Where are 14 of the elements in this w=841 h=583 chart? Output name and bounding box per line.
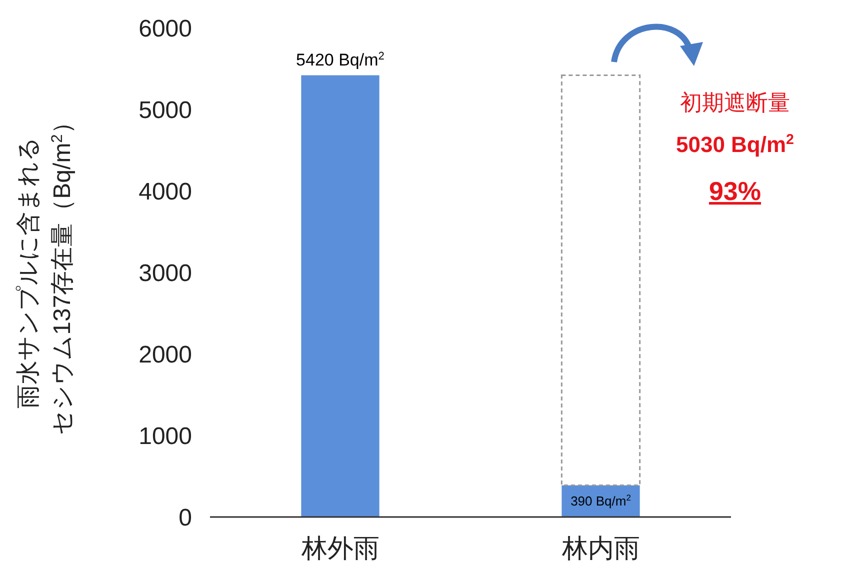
y-tick-label: 2000 xyxy=(138,341,192,368)
y-tick-label: 3000 xyxy=(138,260,192,287)
data-label: 390 Bq/m$^{2}$ xyxy=(570,492,632,509)
x-tick-label: 林外雨 xyxy=(300,533,380,563)
y-tick-label: 1000 xyxy=(138,422,192,450)
annotation: 93% xyxy=(708,176,762,206)
y-tick-label: 4000 xyxy=(138,178,192,206)
y-tick-label: 5000 xyxy=(138,96,192,124)
x-tick-label: 林内雨 xyxy=(560,533,640,563)
annotation: 5030 Bq/m$^{2}$ xyxy=(676,132,794,157)
y-tick-label: 0 xyxy=(178,504,192,532)
annotation: 初期遮断量 xyxy=(680,90,790,115)
data-label: 5420 Bq/m$^{2}$ xyxy=(296,50,384,70)
y-tick-label: 6000 xyxy=(138,15,192,42)
